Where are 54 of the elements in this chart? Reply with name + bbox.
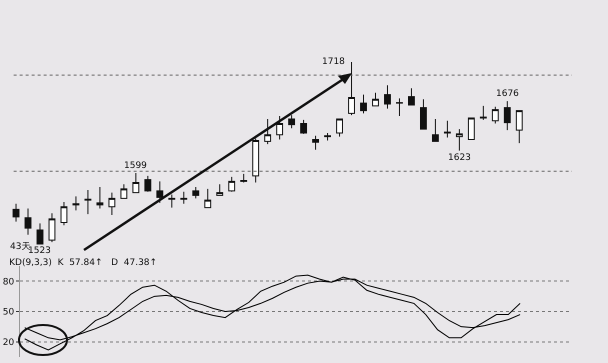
y-tick-label: 80 — [2, 277, 14, 288]
candlestick — [72, 196, 80, 211]
candlestick — [120, 184, 128, 199]
candlestick — [48, 212, 56, 243]
candlestick — [468, 118, 475, 140]
candlestick — [432, 118, 439, 142]
y-tick-label: 20 — [2, 338, 14, 348]
candlestick — [396, 98, 403, 117]
y-tick-label: 50 — [2, 308, 14, 318]
candlestick — [180, 191, 188, 204]
candlestick — [348, 62, 355, 116]
candlestick — [336, 118, 343, 138]
candlestick — [108, 192, 116, 216]
annotation: 1623 — [448, 153, 471, 163]
candlestick — [156, 180, 164, 204]
candlestick — [60, 201, 68, 226]
candlestick — [84, 189, 92, 215]
candlestick — [276, 116, 284, 140]
candlestick — [144, 175, 152, 192]
candlestick — [240, 173, 248, 183]
candlestick — [24, 208, 32, 236]
candlestick — [192, 186, 200, 199]
candlestick — [288, 114, 296, 129]
candlestick — [324, 132, 331, 141]
candlestick — [96, 186, 104, 210]
annotation: 1599 — [124, 161, 148, 171]
candlestick — [444, 120, 451, 138]
annotation: 43天 — [10, 241, 30, 252]
candlestick — [300, 119, 308, 134]
annotation: 1718 — [322, 57, 346, 67]
candlestick — [228, 176, 236, 192]
candlestick — [264, 118, 272, 145]
candlestick — [384, 84, 391, 110]
candlestick — [204, 188, 212, 208]
candlestick — [492, 106, 499, 124]
candlestick — [168, 194, 176, 208]
candlestick — [132, 172, 140, 194]
candlestick — [12, 203, 20, 222]
annotation: 1676 — [496, 89, 520, 99]
candlestick — [408, 88, 415, 106]
chart-title: KD(9,3,3) K 57.84↑ D 47.38↑ — [9, 258, 158, 268]
candlestick — [480, 105, 487, 120]
candlestick — [216, 184, 224, 196]
candlestick — [252, 138, 260, 183]
candlestick — [36, 222, 44, 244]
candlestick — [420, 98, 427, 130]
candlestick — [372, 92, 379, 106]
candlestick — [504, 100, 511, 131]
candlestick — [456, 128, 463, 152]
candlestick — [360, 94, 367, 114]
line-series — [24, 274, 521, 350]
candlestick — [516, 110, 523, 144]
candlestick — [312, 135, 320, 150]
annotation: 1523 — [28, 246, 51, 256]
